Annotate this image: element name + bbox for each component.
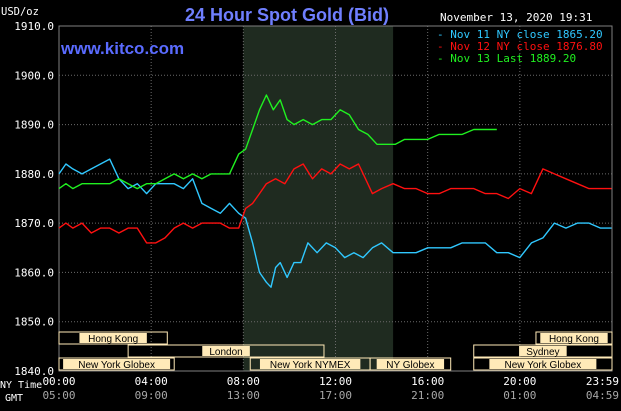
x-tick-label-gmt: 13:00 (227, 389, 260, 402)
market-session-label: New York NYMEX (270, 360, 351, 371)
ny-time-label: NY Time (0, 380, 42, 391)
market-session-bar (369, 357, 452, 371)
market-session-label-bg (202, 346, 250, 356)
y-tick-label: 1850.0 (14, 316, 54, 329)
y-tick-label: 1880.0 (14, 168, 54, 181)
market-session-label: Sydney (526, 347, 559, 358)
legend-entry-nov13: - Nov 13 Last 1889.20 (437, 52, 576, 65)
market-session-label-bg (259, 359, 361, 369)
grid-lines (58, 25, 613, 372)
y-tick-label: 1870.0 (14, 217, 54, 230)
x-tick-label-ny: 04:00 (135, 375, 168, 388)
market-session-label-bg (63, 359, 171, 369)
y-tick-label: 1840.0 (14, 365, 54, 378)
market-session-label-bg (79, 333, 147, 343)
x-tick-label-ny: 12:00 (319, 375, 352, 388)
y-tick-label: 1900.0 (14, 69, 54, 82)
x-tick-label-gmt: 21:00 (411, 389, 444, 402)
market-session-label-bg (519, 346, 567, 356)
y-axis: 1840.0 1850.0 1860.0 1870.0 1880.0 1890.0 1900… (14, 20, 54, 378)
x-tick-label-ny: 20:00 (503, 375, 536, 388)
y-tick-label: 1910.0 (14, 20, 54, 33)
market-session-label: New York Globex (505, 360, 582, 371)
market-session-label: Hong Kong (549, 334, 599, 345)
y-tick-label: 1890.0 (14, 119, 54, 132)
series-line-nov12 (58, 163, 612, 244)
series-line-nov11 (58, 158, 612, 288)
market-session-bar (535, 331, 613, 345)
x-tick-label-ny: 08:00 (227, 375, 260, 388)
x-tick-label-gmt: 17:00 (319, 389, 352, 402)
legend: - Nov 11 NY close 1865.20 - Nov 12 NY cl… (437, 28, 603, 65)
y-axis-label: USD/oz (1, 6, 39, 18)
market-session-bar (58, 357, 175, 371)
x-tick-label-gmt: 01:00 (503, 389, 536, 402)
market-session-label-bg (489, 359, 597, 369)
series-line-nov13 (58, 94, 497, 190)
chart-title: 24 Hour Spot Gold (Bid) (185, 5, 389, 25)
gmt-label: GMT (5, 393, 23, 404)
x-tick-label-gmt: 09:00 (135, 389, 168, 402)
chart-date: November 13, 2020 19:31 (440, 11, 592, 24)
highlight-band (243, 26, 394, 371)
x-tick-label-ny: 23:59 (586, 375, 619, 388)
watermark: www.kitco.com (60, 39, 184, 58)
market-session-bar (473, 357, 613, 371)
price-series (58, 94, 612, 288)
market-session-bar (58, 331, 168, 345)
market-session-bar (473, 344, 613, 358)
x-tick-label-ny: 16:00 (411, 375, 444, 388)
x-tick-label-gmt: 05:00 (42, 389, 75, 402)
market-session-label: London (209, 347, 242, 358)
market-session-label: Hong Kong (88, 334, 138, 345)
market-session-label-bg (376, 359, 445, 369)
market-session-label: New York Globex (78, 360, 155, 371)
legend-entry-nov12: - Nov 12 NY close 1876.80 (437, 40, 603, 53)
market-session-label: NY Globex (386, 360, 434, 371)
legend-entry-nov11: - Nov 11 NY close 1865.20 (437, 28, 603, 41)
plot-border (58, 25, 613, 372)
x-tick-label-gmt: 04:59 (586, 389, 619, 402)
market-session-label-bg (540, 333, 608, 343)
market-session-bar (127, 344, 325, 358)
x-tick-label-ny: 00:00 (42, 375, 75, 388)
y-tick-label: 1860.0 (14, 266, 54, 279)
market-sessions: Hong Kong Hong Kong London Sydney New York G… (58, 331, 613, 371)
